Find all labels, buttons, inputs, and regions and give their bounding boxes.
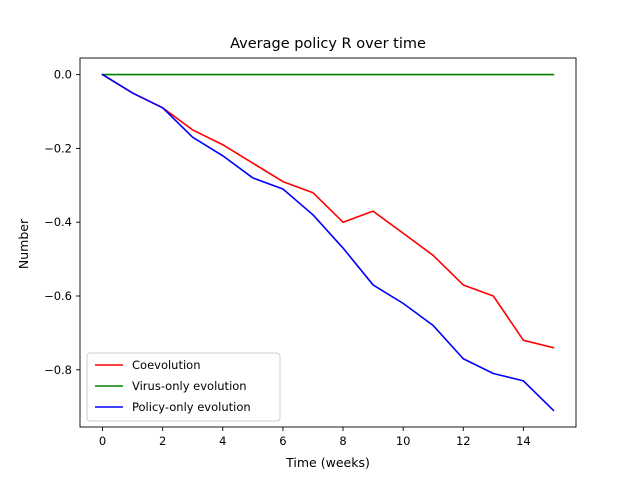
plot-frame — [79, 57, 577, 428]
x-tick-label: 0 — [99, 434, 106, 448]
x-tick-label: 2 — [159, 434, 166, 448]
y-axis-label: Number — [16, 218, 31, 269]
series-line-2 — [101, 73, 555, 412]
series-line-0 — [101, 73, 555, 349]
chart-title: Average policy R over time — [230, 36, 426, 52]
legend-box — [86, 352, 281, 422]
legend: Coevolution Virus-only evolution Policy-on… — [86, 352, 281, 422]
y-tick-label: −0.8 — [44, 363, 72, 377]
x-tick-label: 6 — [279, 434, 286, 448]
x-axis-label: Time (weeks) — [285, 455, 370, 470]
x-tick-label: 10 — [396, 434, 411, 448]
legend-label-0: Coevolution — [132, 358, 201, 372]
y-tick-label: −0.4 — [44, 215, 72, 229]
x-tick-label: 14 — [516, 434, 531, 448]
y-tick-label: −0.6 — [44, 289, 72, 303]
legend-label-1: Virus-only evolution — [132, 379, 247, 393]
y-tick-label: 0.0 — [54, 68, 72, 82]
x-tick-label: 12 — [456, 434, 471, 448]
y-tick-label: −0.2 — [44, 141, 72, 155]
axes: 0 2 4 6 8 10 12 14 0.0 −0.2 −0.4 −0.6 −0.8 — [44, 68, 531, 448]
x-tick-label: 4 — [219, 434, 226, 448]
plot-area — [79, 57, 577, 428]
series-lines — [101, 73, 555, 412]
x-tick-label: 8 — [339, 434, 346, 448]
legend-label-2: Policy-only evolution — [132, 400, 251, 414]
